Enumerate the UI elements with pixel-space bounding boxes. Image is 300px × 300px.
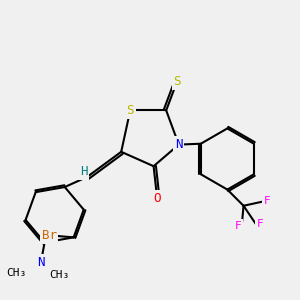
Text: Br: Br <box>42 229 57 242</box>
Text: S: S <box>127 104 134 117</box>
Text: F: F <box>235 220 242 231</box>
Text: F: F <box>256 220 263 230</box>
Text: S: S <box>173 75 181 88</box>
Text: H: H <box>80 165 87 178</box>
Text: O: O <box>153 192 161 205</box>
Text: F: F <box>264 196 270 206</box>
Text: N: N <box>37 256 45 269</box>
Text: CH₃: CH₃ <box>50 270 70 280</box>
Text: N: N <box>175 138 182 151</box>
Text: CH₃: CH₃ <box>7 268 27 278</box>
